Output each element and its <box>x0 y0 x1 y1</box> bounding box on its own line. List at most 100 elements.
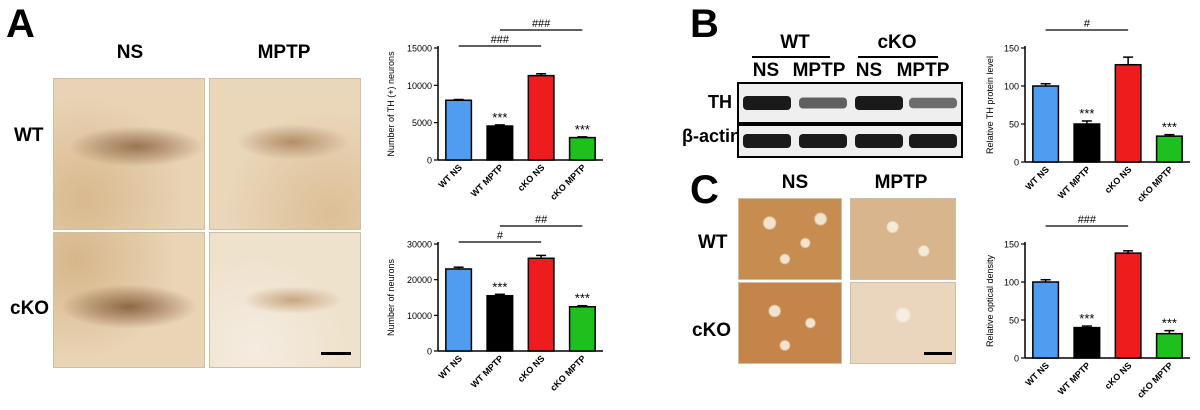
blot-lane-1: NS <box>752 60 780 81</box>
panel-label-a: A <box>6 2 35 46</box>
band-label-beta-actin: β-actin <box>682 126 741 146</box>
band-th <box>799 97 847 109</box>
significance-stars: *** <box>1162 316 1177 331</box>
significance-stars: *** <box>575 122 590 137</box>
comparison-label: # <box>497 230 504 242</box>
bar-wt-ns <box>1032 281 1060 359</box>
significance-stars: *** <box>492 110 507 125</box>
micrograph-wt-ns <box>53 78 205 230</box>
micrograph-cko-ns <box>53 232 205 368</box>
chart-b: 0 50 100 150 Relative TH protein level WT NS *… <box>985 18 1190 204</box>
blot-lane-4: MPTP <box>896 60 950 81</box>
row-label-cko: cKO <box>10 298 50 319</box>
column-header-mptp: MPTP <box>257 42 311 63</box>
y-tick-label: 10000 <box>407 81 432 91</box>
bar-wt-ns <box>445 268 473 352</box>
bar-cko-ns <box>1114 63 1142 163</box>
blot-group-line-wt <box>752 56 830 58</box>
column-header-mptp-c: MPTP <box>874 172 928 193</box>
bar-wt-ns <box>445 99 473 161</box>
x-tick-label: cKO MPTP <box>1135 164 1175 204</box>
row-label-wt-c: WT <box>698 232 728 253</box>
x-tick-label: cKO NS <box>1103 164 1134 195</box>
y-tick-label: 0 <box>427 156 432 166</box>
panel-label-b: B <box>690 2 719 46</box>
y-axis-label: Relative optical density <box>985 254 995 347</box>
band-th <box>743 96 791 110</box>
micrograph-c-wt-mptp <box>850 198 956 280</box>
band-beta-actin <box>855 134 903 148</box>
bar-wt-mptp <box>1073 326 1101 359</box>
row-label-wt: WT <box>14 125 44 146</box>
y-tick-label: 150 <box>1004 240 1019 250</box>
significance-stars: *** <box>492 279 507 294</box>
panel-label-c: C <box>690 168 719 212</box>
bar-cko-mptp <box>568 136 596 161</box>
x-tick-label: cKO MPTP <box>548 353 588 393</box>
significance-stars: *** <box>575 291 590 306</box>
column-header-ns-c: NS <box>781 172 809 193</box>
y-tick-label: 150 <box>1004 44 1019 54</box>
x-tick-label: cKO NS <box>516 162 547 193</box>
significance-stars: *** <box>1079 106 1094 121</box>
band-label-th: TH <box>708 92 732 112</box>
y-tick-label: 5000 <box>412 118 432 128</box>
x-tick-label: cKO MPTP <box>1135 360 1175 400</box>
bar-cko-mptp <box>1155 135 1183 163</box>
x-tick-label: WT NS <box>1023 360 1051 388</box>
x-tick-label: WT MPTP <box>1056 360 1092 396</box>
comparison-label: ### <box>532 18 551 30</box>
bar-cko-mptp <box>568 306 596 352</box>
x-tick-label: WT MPTP <box>469 353 505 389</box>
micrograph-wt-mptp <box>209 78 361 230</box>
blot-group-wt: WT <box>780 32 810 53</box>
blot-group-line-cko <box>858 56 938 58</box>
scale-bar-c <box>924 352 952 355</box>
micrograph-cko-mptp <box>209 232 361 368</box>
y-tick-label: 100 <box>1004 82 1019 92</box>
bar-wt-ns <box>1032 85 1060 163</box>
x-tick-label: cKO NS <box>516 353 547 384</box>
blot-lane-3: NS <box>855 60 883 81</box>
blot-lane-2: MPTP <box>792 60 846 81</box>
x-tick-label: cKO NS <box>1103 360 1134 391</box>
y-tick-label: 10000 <box>407 311 432 321</box>
y-tick-label: 15000 <box>407 44 432 54</box>
comparison-label: ### <box>491 34 510 46</box>
band-beta-actin <box>799 134 847 148</box>
bar-wt-mptp <box>486 294 514 352</box>
scale-bar-a <box>321 352 351 355</box>
comparison-label: ### <box>1078 214 1097 226</box>
chart-c: 0 50 100 150 Relative optical density WT NS **… <box>985 214 1190 400</box>
y-tick-label: 30000 <box>407 240 432 250</box>
y-tick-label: 100 <box>1004 278 1019 288</box>
chart-a-top: 0 5000 10000 15000 Number of TH (+) neurons W… <box>386 18 603 202</box>
micrograph-c-cko-mptp <box>850 282 956 364</box>
blot-beta-actin <box>737 124 963 158</box>
x-tick-label: WT NS <box>1023 164 1051 192</box>
significance-stars: *** <box>1162 120 1177 135</box>
chart-a-bottom: 0 10000 20000 30000 Number of neurons WT NS **… <box>386 214 603 393</box>
y-tick-label: 20000 <box>407 275 432 285</box>
band-beta-actin <box>909 134 957 148</box>
bar-cko-ns <box>1114 252 1142 359</box>
y-axis-label: Number of neurons <box>386 258 396 336</box>
y-tick-label: 0 <box>1014 158 1019 168</box>
micrograph-c-cko-ns <box>738 282 842 364</box>
y-tick-label: 50 <box>1009 120 1019 130</box>
x-tick-label: cKO MPTP <box>548 162 588 202</box>
x-tick-label: WT NS <box>436 353 464 381</box>
x-tick-label: WT MPTP <box>1056 164 1092 200</box>
y-tick-label: 0 <box>427 347 432 357</box>
bar-cko-ns <box>527 74 555 161</box>
bar-wt-mptp <box>1073 123 1101 163</box>
band-beta-actin <box>743 134 791 148</box>
band-th <box>909 97 957 109</box>
y-tick-label: 50 <box>1009 316 1019 326</box>
bar-cko-ns <box>527 257 555 352</box>
y-axis-label: Relative TH protein level <box>985 56 995 154</box>
x-tick-label: WT NS <box>436 162 464 190</box>
comparison-label: ## <box>535 214 548 226</box>
band-th <box>855 96 903 110</box>
blot-th <box>737 82 963 124</box>
